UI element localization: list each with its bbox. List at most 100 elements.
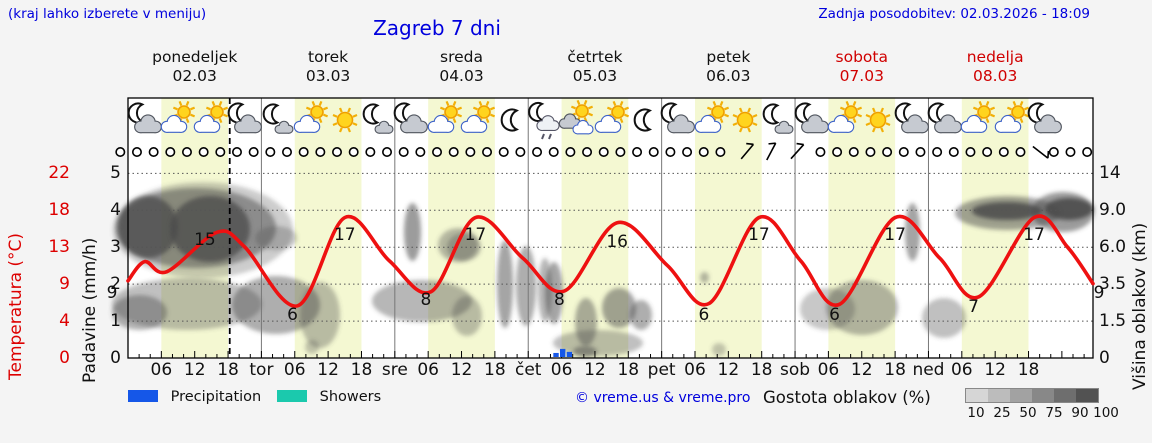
time-tick-06: 06: [417, 360, 439, 380]
cloudheight-tick-6.0: 6.0: [1099, 237, 1127, 258]
weather-icon-moon-cloud: [892, 100, 932, 140]
last-update: Zadnja posodobitev: 02.03.2026 - 18:09: [818, 6, 1090, 22]
temp-value-label-6: 6: [698, 304, 710, 325]
density-scale-segment: [988, 389, 1010, 402]
temp-value-label-17: 17: [748, 224, 770, 245]
time-tick-sre: sre: [381, 360, 408, 380]
day-header-petek: petek 06.03: [706, 48, 751, 85]
sun-icon: [332, 107, 358, 133]
moon-cloud-icon: [1027, 102, 1063, 134]
density-scale-tick: 90: [1071, 405, 1089, 421]
moon-rain-icon: [528, 102, 560, 140]
weather-icon-moon: [492, 100, 532, 140]
time-tick-06: 06: [950, 360, 973, 380]
time-tick-06: 06: [684, 360, 706, 380]
time-tick-06: 06: [550, 360, 573, 380]
weather-icon-moon-cloud-sm: [258, 100, 298, 140]
weather-icon-sun-cloud: [191, 100, 231, 140]
moon-icon: [633, 108, 652, 132]
time-tick-06: 06: [150, 360, 173, 380]
copyright-link[interactable]: © vreme.us & vreme.pro: [575, 390, 751, 406]
temp-tick-9: 9: [59, 274, 70, 295]
weather-icon-sun-cloud: [958, 100, 998, 140]
weather-icon-sun-clouds: [558, 99, 598, 140]
sun-cloud-icon: [194, 100, 229, 133]
cloudheight-tick-0: 0: [1099, 348, 1110, 368]
time-tick-18: 18: [350, 360, 373, 380]
temp-value-label-17: 17: [464, 224, 487, 245]
day-header-četrtek: četrtek 05.03: [567, 48, 623, 85]
moon-cloud-icon: [894, 102, 929, 134]
moon-cloud-icon: [661, 102, 696, 134]
moon-cloud-icon: [127, 102, 162, 134]
time-tick-06: 06: [817, 360, 840, 380]
time-tick-pet: pet: [647, 360, 676, 380]
sun-cloud-icon: [994, 100, 1029, 133]
showers-swatch: [277, 390, 307, 402]
density-scale-segment: [966, 389, 988, 402]
temp-value-label-15: 15: [194, 230, 216, 251]
time-tick-18: 18: [484, 360, 506, 380]
sun-cloud-icon: [294, 100, 329, 133]
cloud-density-scale: [965, 388, 1099, 403]
legend-precipitation: Precipitation: [128, 389, 261, 405]
time-tick-12: 12: [984, 360, 1006, 380]
time-tick-čet: čet: [514, 360, 542, 380]
weather-icon-sun-cloud: [692, 100, 732, 140]
density-scale-tick: 50: [1019, 405, 1037, 421]
precipitation-swatch: [128, 390, 158, 402]
weather-icon-moon-cloud-sm: [758, 100, 798, 140]
temp-value-label-16: 16: [606, 231, 628, 252]
moon-cloud-icon: [227, 102, 262, 134]
temp-value-label-9: 9: [106, 283, 118, 303]
moon-cloud-sm-icon: [362, 103, 394, 134]
weather-icon-moon-cloud: [792, 100, 832, 140]
time-tick-18: 18: [884, 360, 906, 380]
time-tick-12: 12: [183, 360, 206, 380]
day-header-nedelja: nedelja 08.03: [966, 48, 1024, 85]
sun-cloud-icon: [961, 100, 996, 133]
weather-icon-moon-cloud-sm: [358, 100, 398, 140]
moon-cloud-icon: [794, 102, 829, 134]
cloudheight-tick-9.0: 9.0: [1099, 200, 1127, 221]
time-tick-18: 18: [750, 360, 773, 380]
weather-icon-sun-cloud: [825, 100, 865, 140]
temp-value-label-7: 7: [968, 297, 979, 318]
weather-icon-moon-cloud: [1025, 100, 1065, 140]
moon-cloud-sm-icon: [262, 103, 294, 134]
legend-showers: Showers: [277, 389, 381, 405]
precip-tick-3: 3: [110, 237, 121, 258]
time-tick-18: 18: [217, 360, 239, 380]
weather-icon-moon-cloud: [225, 100, 265, 140]
time-tick-tor: tor: [249, 360, 274, 380]
temp-tick-18: 18: [48, 200, 70, 221]
precip-tick-0: 0: [110, 348, 121, 368]
precip-tick-4: 4: [110, 200, 121, 221]
precipitation-label: Precipitation: [170, 389, 262, 405]
weather-icon-sun-cloud: [158, 100, 198, 140]
density-scale-segment: [1076, 389, 1098, 402]
temp-tick-4: 4: [59, 311, 70, 332]
weather-icon-sun: [725, 100, 765, 140]
weather-icon-sun-cloud: [425, 100, 465, 140]
temp-value-label-17: 17: [333, 224, 356, 245]
moon-cloud-icon: [927, 102, 963, 134]
time-tick-12: 12: [850, 360, 873, 380]
temp-value-label-8: 8: [553, 290, 565, 310]
cloud-density-label: Gostota oblakov (%): [763, 388, 931, 407]
temp-value-label-6: 6: [287, 304, 298, 325]
sun-icon: [865, 107, 891, 133]
time-tick-12: 12: [450, 360, 473, 380]
weather-icon-sun: [325, 100, 365, 140]
weather-icon-sun-cloud: [992, 100, 1032, 140]
day-header-ponedeljek: ponedeljek 02.03: [152, 48, 238, 85]
moon-cloud-sm-icon: [763, 103, 794, 134]
density-scale-segment: [1032, 389, 1054, 402]
density-scale-tick: 100: [1093, 405, 1119, 421]
temp-value-label-6: 6: [829, 304, 840, 325]
page-title: Zagreb 7 dni: [373, 16, 501, 40]
temp-value-label-17: 17: [1023, 224, 1045, 245]
